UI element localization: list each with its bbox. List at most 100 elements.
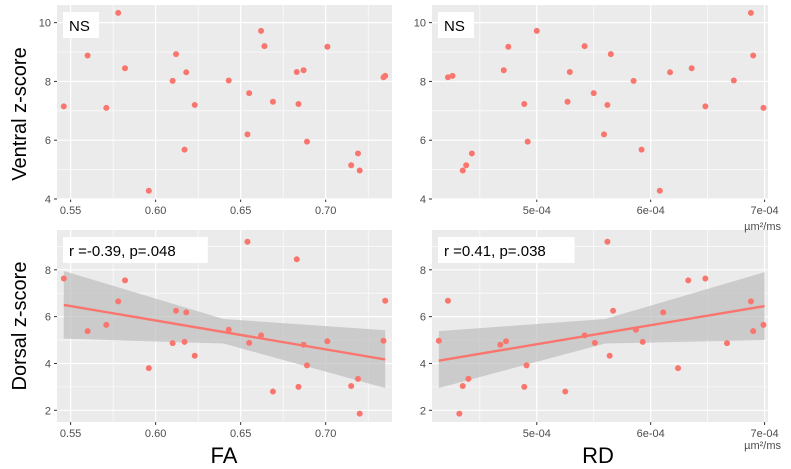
- y-tick-label: 6: [420, 135, 426, 147]
- rd-unit-label: µm²/ms: [744, 221, 781, 233]
- data-point: [449, 72, 456, 79]
- y-tick-label: 4: [45, 358, 51, 370]
- data-point: [730, 77, 737, 84]
- data-point: [181, 146, 188, 153]
- data-point: [523, 362, 530, 369]
- annotation-group: r =-0.39, p=.048: [63, 237, 208, 263]
- data-point: [503, 338, 510, 345]
- data-point: [348, 162, 355, 169]
- annotation-text: r =-0.39, p=.048: [69, 243, 176, 260]
- data-point: [225, 77, 232, 84]
- data-point: [566, 69, 573, 76]
- data-point: [354, 375, 361, 382]
- data-point: [191, 101, 198, 108]
- data-point: [638, 146, 645, 153]
- y-tick-label: 8: [420, 76, 426, 88]
- data-point: [521, 101, 528, 108]
- data-point: [324, 338, 331, 345]
- data-point: [468, 150, 475, 157]
- annotation-box: [438, 12, 474, 38]
- data-point: [604, 238, 611, 245]
- y-tick-label: 8: [45, 265, 51, 277]
- x-tick-label: 5e-04: [523, 428, 551, 440]
- regression-line: [438, 304, 765, 362]
- data-point: [303, 362, 310, 369]
- data-point: [444, 74, 451, 81]
- data-point: [244, 238, 251, 245]
- data-point: [60, 275, 67, 282]
- y-tick-label: 6: [45, 312, 51, 324]
- data-point: [497, 341, 504, 348]
- annotation-group: NS: [63, 12, 99, 38]
- y-tick-label: 8: [45, 76, 51, 88]
- y-tick-label: 4: [420, 358, 426, 370]
- data-point: [562, 388, 569, 395]
- x-tick-label: 0.55: [60, 428, 81, 440]
- data-point: [115, 298, 122, 305]
- data-point: [750, 328, 757, 335]
- data-point: [173, 51, 180, 58]
- x-tick-label: 7e-04: [751, 205, 779, 217]
- x-tick-label: 0.60: [145, 205, 166, 217]
- data-point: [760, 104, 767, 111]
- data-point: [84, 328, 91, 335]
- data-point: [702, 275, 709, 282]
- data-point: [183, 69, 190, 76]
- data-point: [444, 297, 451, 304]
- data-point: [675, 365, 682, 372]
- data-point: [356, 410, 363, 417]
- data-point: [122, 65, 129, 72]
- data-point: [463, 162, 470, 169]
- data-point: [723, 340, 730, 347]
- data-point: [356, 167, 363, 174]
- data-point: [702, 103, 709, 110]
- data-point: [246, 339, 253, 346]
- data-point: [295, 101, 302, 108]
- data-point: [382, 297, 389, 304]
- confidence-ribbon: [63, 270, 386, 389]
- data-point: [382, 72, 389, 79]
- y-tick-label: 2: [45, 405, 51, 417]
- data-point: [591, 339, 598, 346]
- data-point: [303, 138, 310, 145]
- data-point: [103, 104, 110, 111]
- annotation-box: [63, 12, 99, 38]
- annotation-text: NS: [444, 18, 465, 35]
- data-point: [505, 43, 512, 50]
- data-point: [604, 101, 611, 108]
- data-point: [600, 131, 607, 138]
- data-point: [533, 27, 540, 34]
- panel-background: [432, 5, 768, 199]
- data-point: [103, 321, 110, 328]
- y-tick-label: 4: [420, 194, 426, 206]
- data-point: [606, 352, 613, 359]
- data-point: [354, 150, 361, 157]
- data-point: [258, 332, 265, 339]
- x-tick-label: 7e-04: [751, 428, 779, 440]
- data-point: [122, 277, 129, 284]
- data-point: [169, 340, 176, 347]
- data-point: [632, 326, 639, 333]
- data-point: [610, 307, 617, 314]
- confidence-ribbon: [438, 272, 765, 389]
- annotation-box: [63, 237, 208, 263]
- x-tick-label: 0.60: [145, 428, 166, 440]
- x-tick-label: 0.70: [315, 428, 336, 440]
- data-point: [607, 51, 614, 58]
- data-point: [115, 9, 122, 16]
- x-tick-label: 6e-04: [637, 205, 665, 217]
- y-tick-label: 4: [45, 194, 51, 206]
- data-point: [688, 65, 695, 72]
- dorsal-y-axis-title: Dorsal z-score: [9, 262, 31, 391]
- x-tick-label: 0.70: [315, 205, 336, 217]
- data-point: [747, 298, 754, 305]
- y-tick-label: 8: [420, 265, 426, 277]
- data-point: [459, 382, 466, 389]
- annotation-text: r =0.41, p=.038: [444, 243, 546, 260]
- data-point: [183, 309, 190, 316]
- data-point: [295, 383, 302, 390]
- annotation-text: NS: [69, 18, 90, 35]
- data-point: [500, 67, 507, 74]
- data-point: [261, 43, 268, 50]
